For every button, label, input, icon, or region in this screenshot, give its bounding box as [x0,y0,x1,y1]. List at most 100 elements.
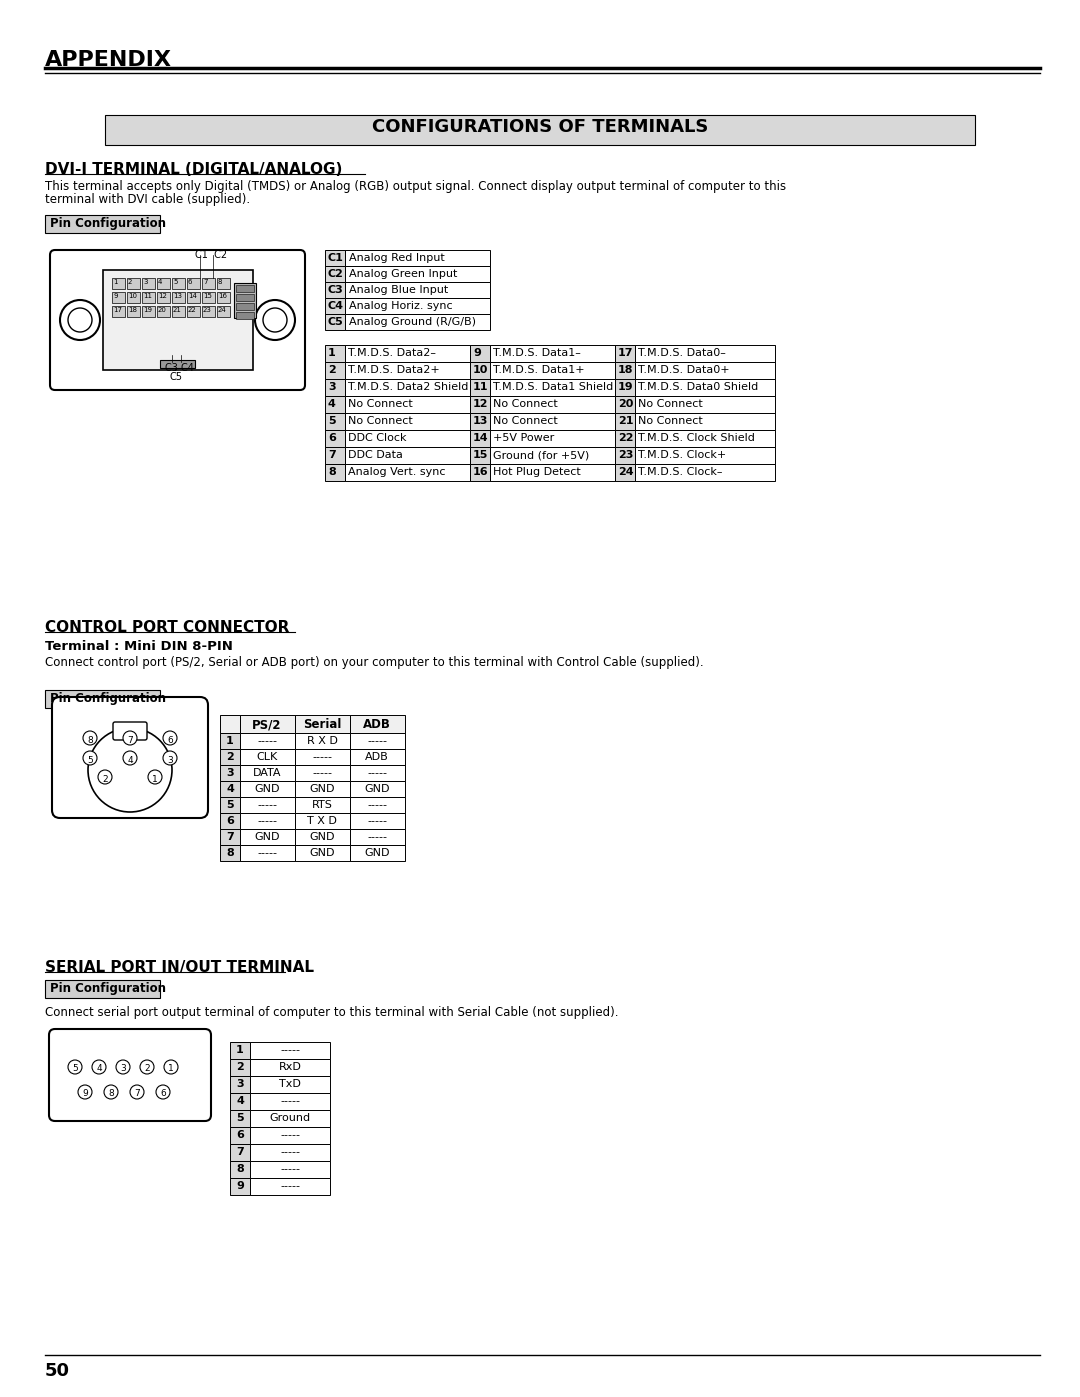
Text: 11: 11 [143,293,152,299]
Text: 50: 50 [45,1362,70,1380]
Text: C3 C4: C3 C4 [165,363,194,373]
Circle shape [163,731,177,745]
Text: 8: 8 [108,1090,113,1098]
Text: 22: 22 [618,433,634,443]
Bar [635,362,775,379]
Circle shape [83,752,97,766]
Text: Analog Blue Input: Analog Blue Input [349,285,448,295]
Text: 14: 14 [473,433,488,443]
Text: 21: 21 [618,416,634,426]
Circle shape [140,1060,154,1074]
Text: 24: 24 [218,307,227,313]
Bar [157,292,170,303]
Bar [635,395,775,414]
Bar [230,1092,249,1111]
Bar [490,395,615,414]
Text: 3: 3 [328,381,336,393]
Bar [220,766,240,781]
Text: 18: 18 [618,365,634,374]
Text: 16: 16 [473,467,488,476]
Bar [220,798,240,813]
Text: T.M.D.S. Clock Shield: T.M.D.S. Clock Shield [638,433,755,443]
Bar [350,828,405,845]
Text: 3: 3 [226,768,233,778]
Circle shape [163,752,177,766]
Text: -----: ----- [280,1130,300,1140]
Text: T.M.D.S. Data0 Shield: T.M.D.S. Data0 Shield [638,381,758,393]
Text: -----: ----- [280,1147,300,1157]
Text: Pin Configuration: Pin Configuration [50,217,166,231]
Bar [220,813,240,828]
Bar [345,430,470,447]
Text: CONFIGURATIONS OF TERMINALS: CONFIGURATIONS OF TERMINALS [372,117,708,136]
Bar [350,715,405,733]
Bar [325,298,345,314]
Bar [240,749,295,766]
Bar [345,314,490,330]
Text: 7: 7 [134,1090,140,1098]
Text: 1: 1 [152,775,158,784]
Text: GND: GND [364,784,390,793]
Bar [295,781,350,798]
Text: Hot Plug Detect: Hot Plug Detect [492,467,581,476]
Text: GND: GND [309,833,335,842]
Bar [217,278,230,289]
Bar [635,414,775,430]
Text: 2: 2 [129,279,133,285]
Bar [230,1127,249,1144]
Bar [325,430,345,447]
Bar [202,306,215,317]
Text: 4: 4 [158,279,162,285]
Text: This terminal accepts only Digital (TMDS) or Analog (RGB) output signal. Connect: This terminal accepts only Digital (TMDS… [45,180,786,193]
Bar [230,1161,249,1178]
Text: 8: 8 [237,1164,244,1173]
Text: ADB: ADB [365,752,389,761]
Bar [470,395,490,414]
Bar [249,1178,330,1194]
Bar [635,430,775,447]
Circle shape [98,770,112,784]
Text: 3: 3 [120,1065,126,1073]
Text: 4: 4 [237,1097,244,1106]
Text: GND: GND [254,833,280,842]
Bar [635,464,775,481]
Bar [237,293,254,300]
Bar [295,828,350,845]
Circle shape [83,731,97,745]
Bar [615,395,635,414]
Bar [112,278,125,289]
Text: 8: 8 [87,736,93,745]
Bar [249,1092,330,1111]
Text: 4: 4 [328,400,336,409]
Bar [160,360,195,367]
Bar [220,828,240,845]
Text: -----: ----- [280,1164,300,1173]
Text: GND: GND [364,848,390,858]
Bar [187,278,200,289]
Text: 1: 1 [226,736,234,746]
Text: C5: C5 [168,372,183,381]
Bar [217,292,230,303]
Text: -----: ----- [280,1097,300,1106]
Text: 11: 11 [473,381,488,393]
Text: Analog Green Input: Analog Green Input [349,270,457,279]
Bar [615,464,635,481]
Bar [187,292,200,303]
Bar [470,379,490,395]
Bar [490,447,615,464]
Text: 13: 13 [473,416,488,426]
Bar [230,1042,249,1059]
Text: No Connect: No Connect [638,400,703,409]
Bar [345,250,490,265]
Bar [127,292,140,303]
Bar [345,298,490,314]
Text: 1: 1 [237,1045,244,1055]
Bar [230,1111,249,1127]
Text: 2: 2 [145,1065,150,1073]
Text: -----: ----- [280,1180,300,1192]
Bar [103,270,253,370]
Circle shape [148,770,162,784]
Text: C2: C2 [327,270,342,279]
Text: 7: 7 [203,279,207,285]
Text: 22: 22 [188,307,197,313]
